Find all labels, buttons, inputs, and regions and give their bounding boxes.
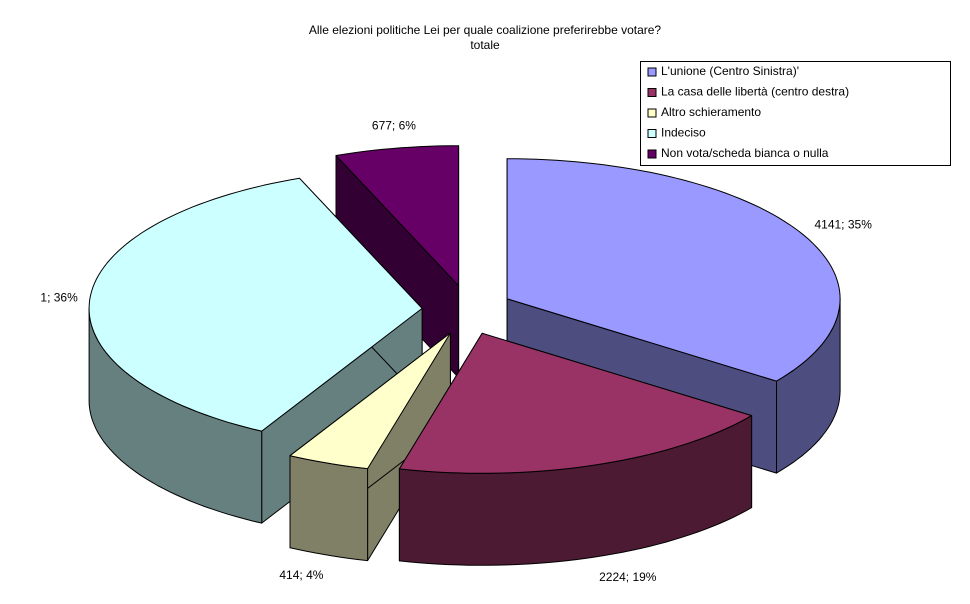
- data-label: 4141; 35%: [814, 217, 872, 231]
- legend-label: Indeciso: [661, 126, 706, 140]
- data-label: 414; 4%: [279, 568, 323, 582]
- legend-label: Non vota/scheda bianca o nulla: [661, 146, 829, 160]
- legend-swatch: [647, 108, 657, 118]
- slice-wall: [289, 455, 369, 562]
- slice: [335, 145, 460, 379]
- chart-title: Alle elezioni politiche Lei per quale co…: [309, 23, 662, 37]
- data-label: 677; 6%: [372, 119, 416, 133]
- legend-label: Altro schieramento: [661, 105, 761, 119]
- slice-top: [335, 145, 460, 287]
- data-label: 1; 36%: [40, 290, 78, 304]
- slice-top: [88, 177, 423, 432]
- legend-swatch: [647, 67, 657, 77]
- legend-box: [640, 61, 951, 166]
- legend-swatch: [647, 129, 657, 138]
- slice: [289, 332, 451, 562]
- slice-top: [289, 332, 451, 470]
- slice-top: [398, 332, 753, 474]
- legend-swatch: [647, 149, 657, 159]
- legend-label: L'unione (Centro Sinistra)': [661, 64, 799, 78]
- legend-label: La casa delle libertà (centro destra): [661, 85, 849, 99]
- data-label: 2224; 19%: [599, 570, 657, 584]
- slice-top: [506, 158, 841, 382]
- legend-swatch: [647, 88, 657, 97]
- chart-subtitle: totale: [470, 38, 500, 52]
- slice: [398, 332, 753, 566]
